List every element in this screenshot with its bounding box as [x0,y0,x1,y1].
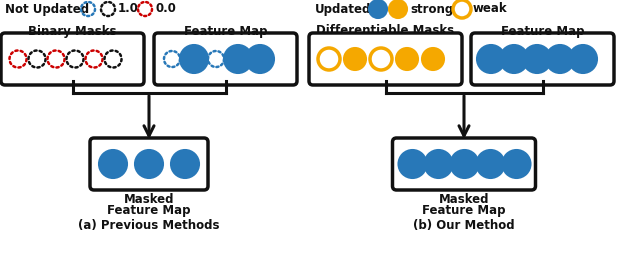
Text: weak: weak [473,3,508,15]
Text: (a) Previous Methods: (a) Previous Methods [78,219,219,232]
Text: strong: strong [410,3,453,15]
Circle shape [453,0,471,18]
FancyBboxPatch shape [154,33,297,85]
Circle shape [369,0,387,18]
Circle shape [523,45,551,73]
Circle shape [399,150,427,178]
FancyBboxPatch shape [1,33,144,85]
Circle shape [99,150,127,178]
Circle shape [422,48,444,70]
Circle shape [502,150,531,178]
Text: Feature Map: Feature Map [501,25,584,37]
Circle shape [569,45,597,73]
Circle shape [500,45,528,73]
Text: Updated: Updated [315,3,371,15]
Text: Binary Masks: Binary Masks [29,25,117,37]
Text: 0.0: 0.0 [155,3,176,15]
Circle shape [477,150,505,178]
Text: Masked: Masked [439,193,489,206]
Circle shape [451,150,479,178]
FancyBboxPatch shape [471,33,614,85]
Text: Feature Map: Feature Map [184,25,267,37]
FancyBboxPatch shape [309,33,462,85]
Circle shape [224,45,252,73]
Circle shape [246,45,274,73]
Circle shape [135,150,163,178]
Text: Not Updated: Not Updated [5,3,89,15]
Circle shape [171,150,199,178]
Circle shape [370,48,392,70]
Text: (b) Our Method: (b) Our Method [413,219,515,232]
Circle shape [389,0,407,18]
Text: Feature Map: Feature Map [422,204,506,217]
Circle shape [477,45,505,73]
Text: Feature Map: Feature Map [107,204,191,217]
Circle shape [396,48,418,70]
FancyBboxPatch shape [392,138,536,190]
Circle shape [180,45,208,73]
Circle shape [546,45,574,73]
Text: Differentiable Masks: Differentiable Masks [316,25,454,37]
Text: 1.0: 1.0 [118,3,139,15]
Circle shape [318,48,340,70]
Circle shape [425,150,453,178]
FancyBboxPatch shape [90,138,208,190]
Text: Masked: Masked [124,193,174,206]
Circle shape [344,48,366,70]
